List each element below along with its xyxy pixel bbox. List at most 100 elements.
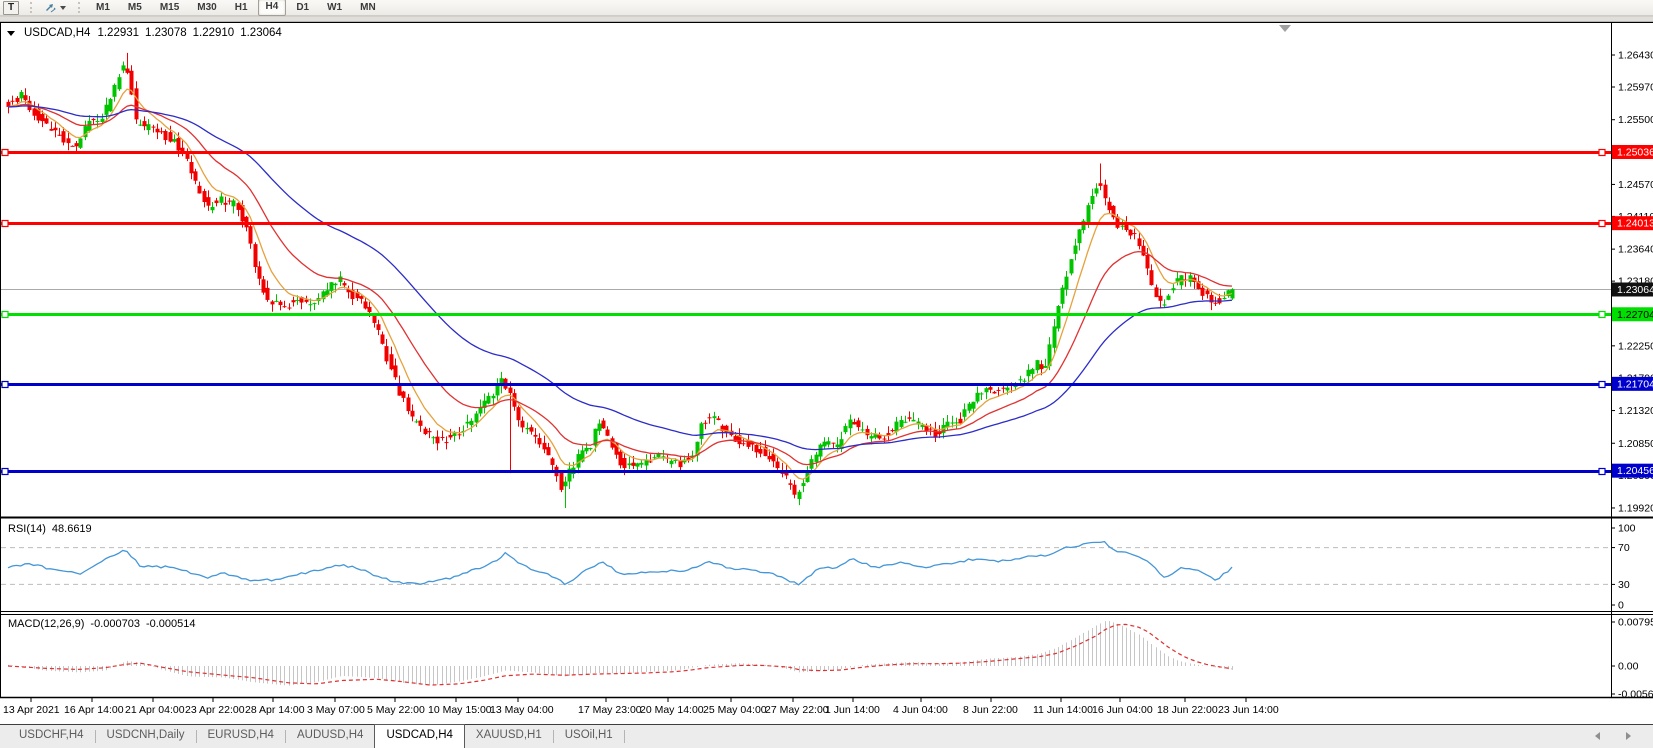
timeframe-button-d1[interactable]: D1 [296, 2, 310, 13]
timeframe-button-h1[interactable]: H1 [234, 2, 248, 13]
macd-signal-value: -0.000514 [145, 618, 196, 630]
rsi-panel: 100 70 30 0 [1, 523, 1636, 612]
svg-text:13 Apr 2021: 13 Apr 2021 [3, 704, 60, 716]
timeframe-buttons-group: M1 M5 M15 M30 H1 H4 D1 W1 MN [88, 0, 384, 16]
timeframe-button-m1[interactable]: M1 [96, 2, 110, 13]
svg-text:1.22704: 1.22704 [1617, 309, 1653, 321]
svg-text:1.25500: 1.25500 [1618, 114, 1653, 126]
line-anchor-handle [1, 467, 9, 476]
line-anchor-handle [1, 219, 9, 228]
svg-text:13 May 04:00: 13 May 04:00 [490, 704, 554, 716]
horizontal-lines [0, 148, 1611, 476]
tab-divider [552, 730, 554, 743]
ohlc-low-value: 1.22910 [192, 27, 235, 39]
line-price-label [1612, 144, 1653, 159]
svg-text:16 Apr 14:00: 16 Apr 14:00 [64, 704, 124, 716]
svg-text:4 Jun 04:00: 4 Jun 04:00 [893, 704, 948, 716]
timeframe-button-m30[interactable]: M30 [197, 2, 217, 13]
line-anchor-handle [1598, 148, 1606, 157]
rsi-name: RSI(14) [8, 523, 46, 535]
chart-tab-usoil-h1[interactable]: USOil,H1 [564, 729, 613, 741]
panel-borders [0, 22, 1653, 699]
tab-divider [623, 730, 625, 743]
macd-signal-line [7, 623, 1233, 686]
chart-tab-usdchf-h4[interactable]: USDCHF,H4 [19, 729, 84, 741]
line-anchor-handle [1598, 219, 1606, 228]
svg-text:30: 30 [1618, 579, 1630, 591]
svg-text:8 Jun 22:00: 8 Jun 22:00 [963, 704, 1018, 716]
svg-text:1 Jun 14:00: 1 Jun 14:00 [825, 704, 880, 716]
rsi-value: 48.6619 [51, 523, 92, 535]
timeframe-button-w1[interactable]: W1 [327, 2, 343, 13]
chart-tab-xauusd-h1[interactable]: XAUUSD,H1 [475, 729, 542, 741]
line-anchor-handle [1, 380, 9, 389]
timeframe-button-m5[interactable]: M5 [127, 2, 142, 13]
timeframe-button-h4[interactable]: H4 [257, 0, 287, 16]
price-axis: 1.264301.259701.255001.250301.245701.241… [1611, 50, 1653, 514]
symbol-period-label: USDCAD,H4 [24, 27, 91, 39]
time-axis: 13 Apr 2021 16 Apr 14:00 21 Apr 04:00 23 Ap… [3, 698, 1279, 716]
chart-tab-usdcad-h4[interactable]: USDCAD,H4 [374, 724, 465, 748]
chart-tab-bar: USDCHF,H4 USDCNH,Daily EURUSD,H4 AUDUSD,H4 U… [0, 724, 1653, 748]
line-price-label [1612, 376, 1653, 391]
macd-value: -0.000703 [90, 618, 140, 630]
macd-name: MACD(12,26,9) [8, 618, 85, 630]
rsi-indicator-label: RSI(14) 48.6619 [8, 523, 92, 535]
svg-text:10 May 15:00: 10 May 15:00 [428, 704, 492, 716]
chart-shift-marker[interactable] [1279, 25, 1291, 32]
svg-text:1.20456: 1.20456 [1617, 465, 1653, 477]
svg-text:1.23064: 1.23064 [1617, 284, 1653, 296]
line-price-label [1612, 307, 1653, 322]
toolbar-separator [78, 2, 82, 13]
timeframe-button-mn[interactable]: MN [360, 2, 376, 13]
symbol-dropdown-icon[interactable] [7, 30, 15, 36]
svg-text:1.22250: 1.22250 [1618, 340, 1653, 352]
timeframe-button-m15[interactable]: M15 [159, 2, 180, 13]
macd-panel: 0.007959 0.00 -0.005663 [7, 617, 1653, 701]
svg-text:0.007959: 0.007959 [1618, 617, 1653, 629]
chart-tab-usdcnh-daily[interactable]: USDCNH,Daily [106, 729, 185, 741]
svg-text:-0.005663: -0.005663 [1618, 689, 1653, 701]
timeframe-toolbar: T M1 M5 M15 M30 H1 H4 D1 W1 MN [0, 0, 1653, 16]
svg-text:70: 70 [1618, 542, 1630, 554]
ohlc-close-value: 1.23064 [240, 27, 282, 39]
svg-text:0: 0 [1618, 600, 1624, 612]
svg-text:100: 100 [1618, 523, 1636, 535]
tab-divider [94, 730, 96, 743]
svg-text:1.26430: 1.26430 [1618, 50, 1653, 62]
rsi-line [7, 540, 1233, 586]
line-anchor-handle [1, 310, 9, 319]
chart-tab-eurusd-h4[interactable]: EURUSD,H4 [207, 729, 274, 741]
toolbar-separator [30, 2, 34, 13]
line-price-label [1612, 216, 1653, 231]
chart-horizontal-scrollbar[interactable] [0, 16, 1653, 22]
tab-scroll-right-icon[interactable] [1626, 732, 1631, 740]
svg-text:1.25036: 1.25036 [1617, 146, 1653, 158]
svg-text:11 Jun 14:00: 11 Jun 14:00 [1033, 704, 1093, 716]
svg-text:23 Jun 14:00: 23 Jun 14:00 [1218, 704, 1279, 716]
svg-text:18 Jun 22:00: 18 Jun 22:00 [1157, 704, 1218, 716]
svg-text:17 May 23:00: 17 May 23:00 [578, 704, 642, 716]
ohlc-high-value: 1.23078 [145, 27, 187, 39]
svg-text:1.25970: 1.25970 [1618, 82, 1653, 94]
svg-text:1.20850: 1.20850 [1618, 438, 1653, 450]
chart-canvas[interactable]: 1.264301.259701.255001.250301.245701.241… [0, 22, 1653, 724]
svg-text:1.24570: 1.24570 [1618, 179, 1653, 191]
line-anchor-handle [1, 148, 9, 157]
tab-scroll-left-icon[interactable] [1595, 732, 1600, 740]
current-price-label [1612, 282, 1653, 297]
svg-text:1.19920: 1.19920 [1618, 502, 1653, 514]
svg-text:1.23640: 1.23640 [1618, 244, 1653, 256]
svg-text:23 Apr 22:00: 23 Apr 22:00 [185, 704, 245, 716]
chart-title: USDCAD,H4 1.22931 1.23078 1.22910 1.2306… [7, 27, 282, 39]
svg-text:5 May 22:00: 5 May 22:00 [367, 704, 425, 716]
svg-text:0.00: 0.00 [1618, 661, 1639, 673]
line-price-label [1612, 463, 1653, 478]
svg-text:16 Jun 04:00: 16 Jun 04:00 [1092, 704, 1153, 716]
svg-text:1.21320: 1.21320 [1618, 405, 1653, 417]
cursor-mode-button[interactable] [40, 2, 70, 13]
text-tool-button[interactable]: T [3, 0, 19, 15]
chart-tab-audusd-h4[interactable]: AUDUSD,H4 [296, 729, 364, 741]
cursor-mode-icon [46, 4, 56, 13]
